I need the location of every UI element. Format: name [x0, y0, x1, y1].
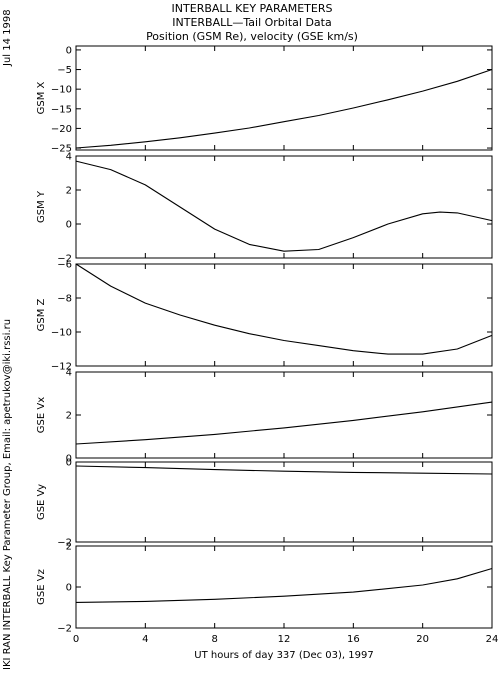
chart-title: INTERBALL KEY PARAMETERS [171, 2, 333, 15]
panel-gse-vz: 2 0 −2 GSE Vz [36, 542, 493, 635]
y-axis-label: GSM X [36, 81, 47, 114]
y-axis-label: GSE Vx [36, 397, 47, 433]
y-tick-label: −15 [51, 104, 72, 115]
y-tick-label: −25 [51, 144, 72, 155]
x-tick-label: 0 [73, 634, 79, 645]
y-tick-label: 4 [66, 152, 72, 163]
panel-gsm-y: 4 2 0 −2 GSM Y [36, 152, 493, 265]
y-tick-label: 2 [66, 186, 72, 197]
series-line [75, 401, 493, 445]
x-tick-label: 4 [142, 634, 148, 645]
panel-gsm-z: −6 −8 −10 −12 GSM Z [36, 260, 493, 373]
x-axis-label: UT hours of day 337 (Dec 03), 1997 [194, 650, 373, 661]
series-line [75, 263, 493, 355]
panel-gse-vy: 0 −2 GSE Vy [36, 458, 493, 549]
x-tick-label: 12 [278, 634, 291, 645]
y-tick-label: 0 [66, 45, 72, 56]
series-line [75, 465, 493, 475]
y-tick-label: 0 [66, 458, 72, 469]
panel-frame [75, 45, 493, 151]
y-tick-label: −10 [51, 328, 72, 339]
x-tick-label: 24 [486, 634, 499, 645]
panel-frame [75, 155, 493, 259]
y-tick-label: 4 [66, 368, 72, 379]
panel-gsm-x: 0 −5 −10 −15 −20 −25 GSM X [36, 45, 493, 155]
x-tick-label: 8 [211, 634, 217, 645]
y-tick-label: −2 [57, 254, 72, 265]
y-axis-label: GSE Vy [36, 484, 47, 520]
y-axis-label: GSM Z [36, 298, 47, 331]
chart-subtitle-2: Position (GSM Re), velocity (GSE km/s) [146, 30, 358, 43]
panel-frame [75, 263, 493, 367]
y-tick-label: 0 [66, 583, 72, 594]
y-tick-label: −2 [57, 538, 72, 549]
y-axis-label: GSM Y [36, 190, 47, 223]
y-tick-label: −6 [57, 260, 72, 271]
panel-frame [75, 371, 493, 459]
y-tick-label: −12 [51, 362, 72, 373]
y-axis-label: GSE Vz [36, 569, 47, 605]
panel-frame [75, 545, 493, 629]
x-tick-label: 20 [416, 634, 429, 645]
y-tick-label: 0 [66, 220, 72, 231]
y-tick-label: −10 [51, 85, 72, 96]
chart-subtitle: INTERBALL—Tail Orbital Data [172, 16, 332, 29]
y-tick-label: 2 [66, 411, 72, 422]
y-tick-label: 2 [66, 542, 72, 553]
series-line [75, 567, 493, 603]
series-line [75, 68, 493, 149]
y-tick-label: −5 [57, 65, 72, 76]
panel-frame [75, 461, 493, 543]
y-tick-label: −20 [51, 124, 72, 135]
y-tick-label: −2 [57, 624, 72, 635]
panel-gse-vx: 4 2 0 GSE Vx [36, 368, 493, 465]
y-tick-label: 0 [66, 454, 72, 465]
x-tick-label: 16 [347, 634, 360, 645]
series-line [75, 160, 493, 252]
y-tick-label: −8 [57, 294, 72, 305]
